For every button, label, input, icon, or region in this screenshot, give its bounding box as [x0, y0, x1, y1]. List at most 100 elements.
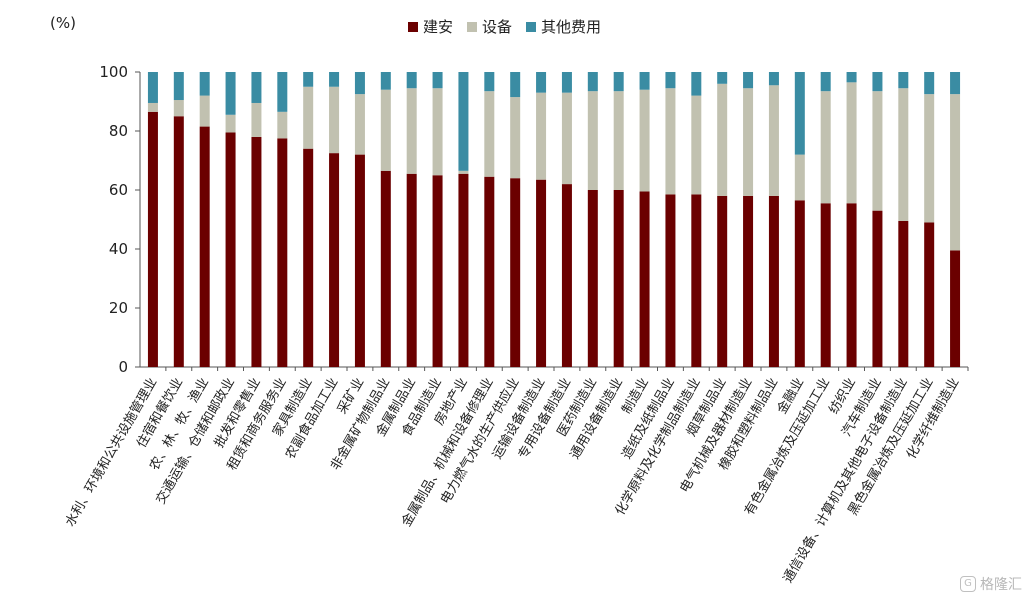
- bar-segment-jianan: [846, 203, 857, 367]
- bar-segment-shebei: [717, 83, 728, 196]
- watermark-text: 格隆汇: [980, 577, 1022, 593]
- bar-segment-shebei: [147, 102, 158, 112]
- bar-segment-other: [639, 72, 650, 90]
- legend-swatch-jianan: [408, 21, 418, 32]
- bar-segment-other: [432, 72, 443, 89]
- bar-segment-shebei: [872, 91, 883, 211]
- bar-segment-jianan: [820, 203, 831, 367]
- bar-segment-jianan: [950, 250, 961, 367]
- bar-segment-shebei: [665, 88, 676, 195]
- bar-segment-shebei: [484, 91, 495, 177]
- bar-segment-jianan: [354, 154, 365, 367]
- bar-segment-jianan: [794, 200, 805, 367]
- bar-segment-other: [225, 72, 236, 115]
- bar-segment-shebei: [225, 114, 236, 133]
- bar-segment-shebei: [458, 170, 469, 174]
- bar-segment-shebei: [613, 91, 624, 190]
- bar-segment-jianan: [199, 126, 210, 367]
- bar-segment-shebei: [587, 91, 598, 190]
- bar-segment-other: [898, 72, 909, 89]
- bar-segment-other: [251, 72, 262, 103]
- bar-segment-other: [173, 72, 184, 101]
- bar-segment-other: [484, 72, 495, 92]
- y-tick-label: 0: [118, 358, 128, 376]
- bar-segment-other: [743, 72, 754, 89]
- bar-segment-other: [613, 72, 624, 92]
- bar-segment-shebei: [691, 95, 702, 195]
- bar-segment-shebei: [199, 95, 210, 127]
- legend-item-shebei: 设备: [467, 16, 512, 37]
- bar-segment-other: [587, 72, 598, 92]
- y-unit-label: (%): [50, 14, 76, 32]
- bar-segment-shebei: [561, 92, 572, 185]
- y-tick-label: 100: [99, 63, 128, 81]
- bar-segment-other: [924, 72, 935, 95]
- bar-segment-shebei: [303, 86, 314, 149]
- bar-segment-other: [406, 72, 417, 89]
- bar-segment-jianan: [510, 178, 521, 367]
- bar-segment-other: [561, 72, 572, 93]
- bar-segment-other: [536, 72, 547, 93]
- bar-segment-jianan: [458, 173, 469, 367]
- bar-segment-other: [147, 72, 158, 103]
- bar-segment-jianan: [484, 176, 495, 367]
- bar-segment-other: [510, 72, 521, 98]
- bar-segment-other: [820, 72, 831, 92]
- bar-segment-jianan: [743, 195, 754, 367]
- bar-segment-jianan: [691, 194, 702, 367]
- bar-segment-other: [303, 72, 314, 87]
- bar-segment-jianan: [639, 191, 650, 367]
- bar-segment-shebei: [846, 82, 857, 204]
- bar-segment-other: [717, 72, 728, 84]
- bar-segment-jianan: [303, 148, 314, 367]
- bar-segment-jianan: [665, 194, 676, 367]
- bar-segment-shebei: [432, 88, 443, 176]
- bar-segment-other: [665, 72, 676, 89]
- bar-segment-shebei: [898, 88, 909, 221]
- bar-segment-other: [846, 72, 857, 83]
- bar-segment-shebei: [794, 154, 805, 201]
- bar-segment-other: [277, 72, 288, 112]
- bar-segment-jianan: [277, 138, 288, 367]
- bar-segment-shebei: [329, 86, 340, 154]
- bar-segment-other: [329, 72, 340, 87]
- bar-segment-jianan: [173, 116, 184, 367]
- legend: 建安 设备 其他费用: [408, 16, 601, 37]
- bar-segment-jianan: [924, 222, 935, 367]
- bar-segment-other: [380, 72, 391, 90]
- bar-segment-shebei: [536, 92, 547, 180]
- y-tick-label: 20: [109, 299, 128, 317]
- bar-segment-shebei: [743, 88, 754, 196]
- x-tick-label: 水利、环境和公共设施管理业: [63, 376, 160, 530]
- bar-segment-jianan: [380, 170, 391, 367]
- legend-label-shebei: 设备: [482, 18, 513, 36]
- bar-segment-other: [691, 72, 702, 96]
- bar-segment-shebei: [768, 85, 779, 196]
- legend-item-other: 其他费用: [526, 16, 601, 37]
- bar-segment-shebei: [173, 100, 184, 117]
- legend-item-jianan: 建安: [408, 16, 453, 37]
- bar-segment-other: [354, 72, 365, 95]
- watermark-logo-icon: G: [960, 576, 976, 592]
- bar-segment-jianan: [717, 195, 728, 367]
- bar-segment-jianan: [872, 210, 883, 367]
- bar-segment-jianan: [768, 195, 779, 367]
- bar-segment-jianan: [587, 190, 598, 367]
- legend-swatch-shebei: [467, 21, 478, 32]
- bar-segment-jianan: [406, 173, 417, 367]
- bar-segment-shebei: [639, 89, 650, 192]
- bar-segment-shebei: [354, 94, 365, 155]
- bar-segment-jianan: [898, 220, 909, 367]
- bar-segment-other: [872, 72, 883, 92]
- bar-segment-shebei: [950, 94, 961, 251]
- y-tick-label: 80: [109, 122, 128, 140]
- bar-segment-other: [794, 72, 805, 155]
- bar-segment-jianan: [613, 190, 624, 367]
- legend-label-jianan: 建安: [423, 18, 454, 36]
- bar-segment-jianan: [432, 175, 443, 367]
- bar-segment-shebei: [406, 88, 417, 174]
- y-tick-label: 60: [109, 181, 128, 199]
- legend-swatch-other: [526, 21, 537, 32]
- bar-segment-shebei: [277, 111, 288, 139]
